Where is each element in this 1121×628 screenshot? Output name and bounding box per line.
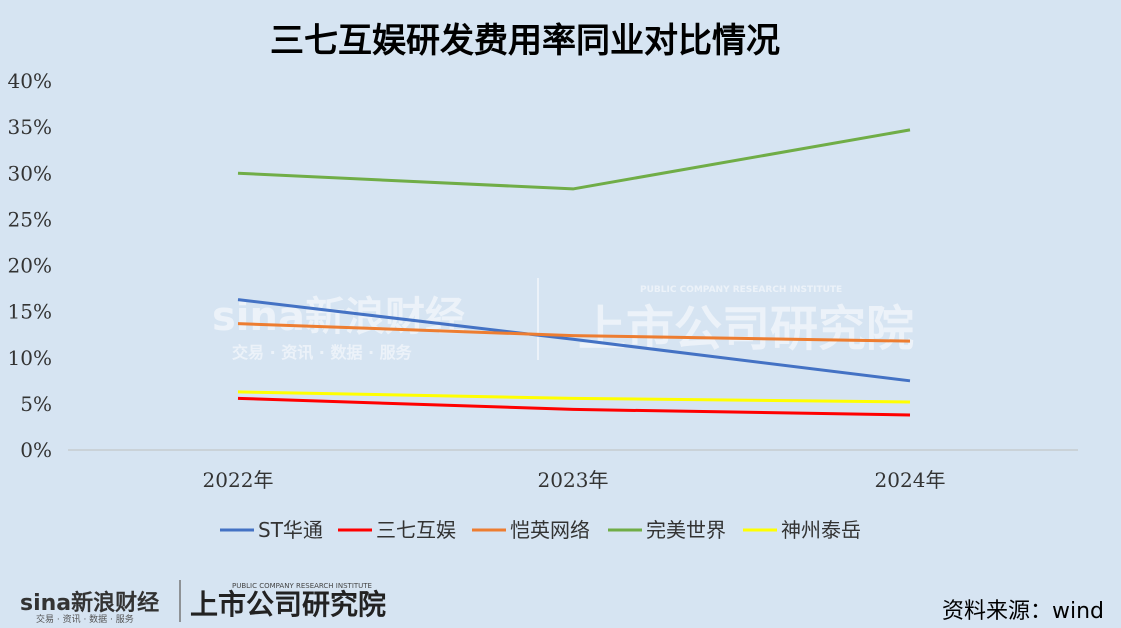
y-tick-label: 30%	[8, 161, 52, 185]
x-tick-label: 2024年	[875, 468, 946, 492]
footer-sina-sub: 交易 · 资讯 · 数据 · 服务	[36, 613, 134, 625]
watermark: sina新浪财经 交易 · 资讯 · 数据 · 服务 上市公司研究院 PUBLI…	[212, 278, 914, 362]
y-tick-label: 20%	[8, 254, 52, 278]
legend-label: 神州泰岳	[781, 518, 861, 542]
y-tick-label: 15%	[8, 300, 52, 324]
y-tick-label: 5%	[20, 392, 52, 416]
legend: ST华通 三七互娱 恺英网络 完美世界 神州泰岳	[220, 518, 861, 542]
y-tick-label: 0%	[20, 438, 52, 462]
footer-sina-logo: sina新浪财经	[20, 590, 159, 616]
watermark-institute-sub: PUBLIC COMPANY RESEARCH INSTITUTE	[640, 285, 842, 295]
legend-label: ST华通	[258, 518, 323, 542]
legend-item: 恺英网络	[472, 518, 590, 542]
legend-item: 完美世界	[608, 518, 726, 542]
x-tick-label: 2022年	[203, 468, 274, 492]
y-tick-label: 40%	[8, 69, 52, 93]
legend-label: 三七互娱	[376, 518, 456, 542]
watermark-sina-sub: 交易 · 资讯 · 数据 · 服务	[232, 343, 413, 362]
legend-item: ST华通	[220, 518, 323, 542]
chart-title: 三七互娱研发费用率同业对比情况	[270, 21, 780, 61]
series-line-3	[237, 128, 911, 191]
legend-label: 完美世界	[646, 518, 726, 542]
x-axis: 2022年 2023年 2024年	[203, 468, 946, 492]
watermark-institute-logo: 上市公司研究院	[578, 301, 914, 357]
legend-item: 三七互娱	[338, 518, 456, 542]
y-tick-label: 25%	[8, 207, 52, 231]
footer-institute-logo: 上市公司研究院	[190, 588, 386, 621]
legend-item: 神州泰岳	[743, 518, 861, 542]
source-note: 资料来源：wind	[942, 599, 1104, 624]
y-tick-label: 35%	[8, 115, 52, 139]
y-axis: 0% 5% 10% 15% 20% 25% 30% 35% 40%	[8, 69, 52, 462]
x-tick-label: 2023年	[538, 468, 609, 492]
series-lines	[237, 128, 911, 417]
footer-logos: sina新浪财经 交易 · 资讯 · 数据 · 服务 上市公司研究院 PUBLI…	[20, 580, 386, 625]
y-tick-label: 10%	[8, 346, 52, 370]
legend-label: 恺英网络	[510, 518, 590, 542]
footer-institute-sub: PUBLIC COMPANY RESEARCH INSTITUTE	[232, 582, 372, 590]
